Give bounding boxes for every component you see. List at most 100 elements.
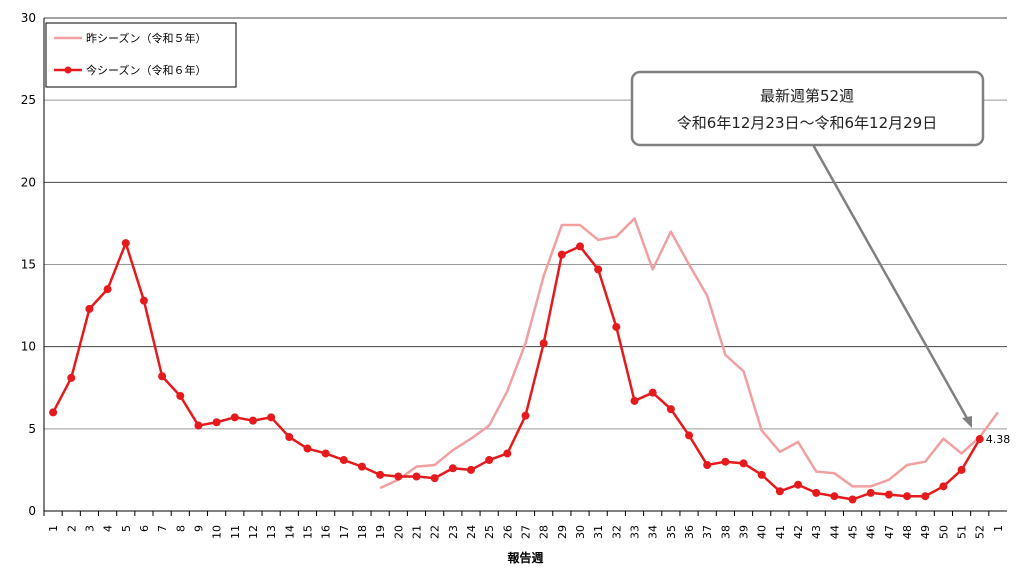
x-tick-label: 21 [410, 525, 423, 539]
annotation-pointer-line [810, 142, 970, 421]
x-tick-label: 22 [429, 525, 442, 539]
y-tick-label: 10 [21, 340, 36, 354]
x-tick-label: 12 [247, 525, 260, 539]
x-tick-label: 42 [792, 525, 805, 539]
x-tick-label: 36 [683, 525, 696, 539]
data-point [757, 470, 766, 479]
data-point [703, 460, 712, 469]
x-tick-label: 40 [756, 525, 769, 539]
data-point [103, 285, 112, 294]
x-axis-label: 報告週 [507, 550, 543, 565]
data-point [848, 495, 857, 504]
data-point [394, 472, 403, 481]
x-tick-label: 41 [774, 525, 787, 539]
data-point [448, 464, 457, 473]
x-tick-label: 17 [338, 525, 351, 539]
x-tick-label: 33 [629, 525, 642, 539]
data-point [285, 433, 294, 442]
data-point [212, 418, 221, 427]
data-point [539, 339, 548, 348]
series-line-1 [51, 241, 981, 501]
data-point [303, 444, 312, 453]
x-tick-label: 34 [647, 525, 660, 539]
data-point [866, 488, 875, 497]
data-point [158, 372, 167, 381]
x-tick-label: 13 [265, 525, 278, 539]
x-tick-label: 31 [592, 525, 605, 539]
data-point [49, 408, 58, 417]
x-tick-label: 19 [374, 525, 387, 539]
x-tick-label: 18 [356, 525, 369, 539]
data-point [957, 465, 966, 474]
x-axis-ticks: 1 2 3 4 5 6 7 8 9 10 11 12 13 14 15 16 17 18 19 20 21 22 23 24 2… [43, 511, 1005, 539]
series-line-0 [379, 217, 999, 490]
annotation-box [630, 70, 985, 147]
data-point [412, 472, 421, 481]
annotation-line-2: 令和6年12月23日～令和6年12月29日 [677, 114, 937, 132]
y-tick-label: 15 [21, 258, 36, 272]
x-tick-label: 23 [447, 525, 460, 539]
x-tick-label: 5 [120, 525, 133, 532]
data-point [812, 488, 821, 497]
legend: 昨シーズン（令和５年） 今シーズン（令和６年） [45, 22, 237, 88]
data-point [67, 373, 76, 382]
data-point [121, 239, 130, 248]
x-tick-label: 43 [810, 525, 823, 539]
y-tick-label: 0 [28, 504, 36, 518]
x-tick-label: 39 [738, 525, 751, 539]
x-tick-label: 27 [520, 525, 533, 539]
gridlines [44, 17, 1007, 430]
x-tick-label: 24 [465, 525, 478, 539]
x-tick-label: 28 [538, 525, 551, 539]
data-point [775, 487, 784, 496]
data-point [648, 388, 657, 397]
x-tick-label: 25 [483, 525, 496, 539]
data-point [176, 391, 185, 400]
x-tick-label: 44 [828, 525, 841, 539]
data-point [685, 431, 694, 440]
data-label-latest: 4.38 [986, 433, 1011, 446]
x-tick-label: 26 [501, 525, 514, 539]
data-point [576, 242, 585, 251]
x-tick-label: 6 [138, 525, 151, 532]
x-tick-label: 49 [919, 525, 932, 539]
data-point [139, 296, 148, 305]
data-point [794, 480, 803, 489]
annotation-arrowhead [962, 416, 972, 428]
x-tick-label: 37 [701, 525, 714, 539]
x-tick-label: 3 [83, 525, 96, 532]
data-point [85, 304, 94, 313]
data-point [921, 492, 930, 501]
y-tick-label: 25 [21, 93, 36, 107]
x-tick-label: 50 [937, 525, 950, 539]
x-tick-label: 20 [392, 525, 405, 539]
y-tick-label: 20 [21, 175, 36, 189]
x-tick-label: 45 [847, 525, 860, 539]
data-point [739, 459, 748, 468]
data-point [339, 456, 348, 465]
x-tick-label: 10 [211, 525, 224, 539]
data-point [721, 457, 730, 466]
data-point [594, 265, 603, 274]
annotation-line-1: 最新週第52週 [760, 87, 854, 105]
data-point [194, 421, 203, 430]
x-tick-label: 32 [610, 525, 623, 539]
x-tick-label: 16 [320, 525, 333, 539]
data-point [521, 411, 530, 420]
series-group [49, 217, 999, 504]
x-tick-label: 15 [301, 525, 314, 539]
x-tick-label: 1 [992, 525, 1005, 532]
y-tick-label: 30 [21, 11, 36, 25]
data-point [557, 250, 566, 259]
legend-box [45, 22, 237, 88]
x-tick-label: 8 [174, 525, 187, 532]
x-tick-label: 48 [901, 525, 914, 539]
data-point [485, 456, 494, 465]
data-point [612, 322, 621, 331]
data-point [503, 449, 512, 458]
data-point [630, 396, 639, 405]
x-tick-label: 52 [974, 525, 987, 539]
data-point [830, 492, 839, 501]
x-tick-label: 1 [47, 525, 60, 532]
